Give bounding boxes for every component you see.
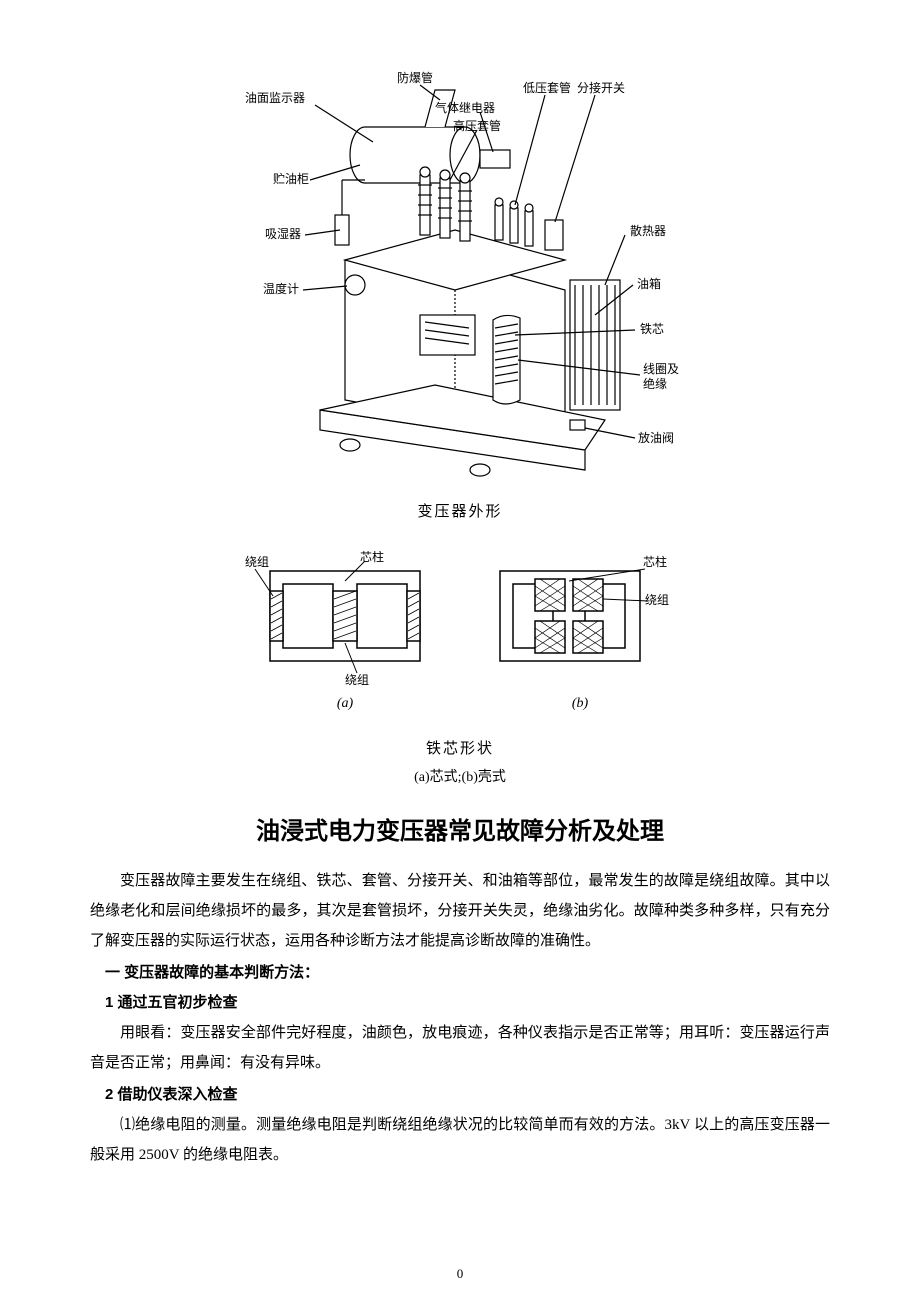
label-oil-tank: 油箱 bbox=[637, 276, 661, 291]
label-lv-bushing: 低压套管 bbox=[523, 80, 571, 95]
label-breather: 吸湿器 bbox=[265, 226, 301, 241]
core-b-svg: 芯柱 绕组 bbox=[485, 551, 675, 691]
subsection-2-heading: 2 借助仪表深入检查 bbox=[90, 1080, 830, 1110]
subsection-1-text: 用眼看：变压器安全部件完好程度，油颜色，放电痕迹，各种仪表指示是否正常等；用耳听… bbox=[90, 1018, 830, 1078]
page-number: 0 bbox=[0, 1266, 920, 1282]
transformer-exterior-svg: 油面监示器 防爆管 气体继电器 低压套管 分接开关 高压套管 贮油柜 吸湿器 温… bbox=[225, 60, 695, 490]
label-oil-level: 油面监示器 bbox=[245, 91, 305, 105]
core-a-svg: 绕组 芯柱 绕组 bbox=[245, 551, 445, 691]
label-drain-valve: 放油阀 bbox=[638, 430, 674, 445]
core-a-winding-label: 绕组 bbox=[245, 555, 269, 569]
label-hv-bushing: 高压套管 bbox=[453, 118, 501, 133]
label-explosion-vent: 防爆管 bbox=[397, 70, 433, 85]
label-conservator: 贮油柜 bbox=[273, 171, 309, 186]
core-a-bottom-label: 绕组 bbox=[345, 673, 369, 687]
label-windings-2: 绝缘 bbox=[643, 376, 667, 391]
label-windings-1: 线圈及 bbox=[643, 362, 679, 376]
transformer-diagram-container: 油面监示器 防爆管 气体继电器 低压套管 分接开关 高压套管 贮油柜 吸湿器 温… bbox=[220, 60, 700, 786]
core-type-a: 绕组 芯柱 绕组 (a) bbox=[245, 551, 445, 712]
label-radiator: 散热器 bbox=[630, 223, 666, 238]
core-type-b: 芯柱 绕组 (b) bbox=[485, 551, 675, 712]
label-thermometer: 温度计 bbox=[263, 281, 299, 296]
core-a-core-label: 芯柱 bbox=[360, 551, 384, 564]
core-diagrams-row: 绕组 芯柱 绕组 (a) bbox=[220, 551, 700, 712]
subsection-1-heading: 1 通过五官初步检查 bbox=[90, 988, 830, 1018]
core-subcaption: (a)芯式;(b)壳式 bbox=[220, 766, 700, 786]
core-caption: 铁芯形状 bbox=[220, 737, 700, 758]
document-title: 油浸式电力变压器常见故障分析及处理 bbox=[90, 811, 830, 846]
label-gas-relay: 气体继电器 bbox=[435, 100, 495, 115]
core-a-label: (a) bbox=[245, 696, 445, 712]
transformer-caption: 变压器外形 bbox=[220, 500, 700, 521]
core-b-winding-label: 绕组 bbox=[645, 593, 669, 607]
section-1-heading: 一 变压器故障的基本判断方法： bbox=[90, 958, 830, 988]
subsection-2-text: ⑴绝缘电阻的测量。测量绝缘电阻是判断绕组绝缘状况的比较简单而有效的方法。3kV … bbox=[90, 1110, 830, 1170]
core-b-label: (b) bbox=[485, 696, 675, 712]
label-iron-core: 铁芯 bbox=[640, 322, 664, 336]
intro-paragraph: 变压器故障主要发生在绕组、铁芯、套管、分接开关、和油箱等部位，最常发生的故障是绕… bbox=[90, 866, 830, 956]
core-b-core-label: 芯柱 bbox=[643, 554, 667, 569]
label-tap-changer: 分接开关 bbox=[577, 80, 625, 95]
